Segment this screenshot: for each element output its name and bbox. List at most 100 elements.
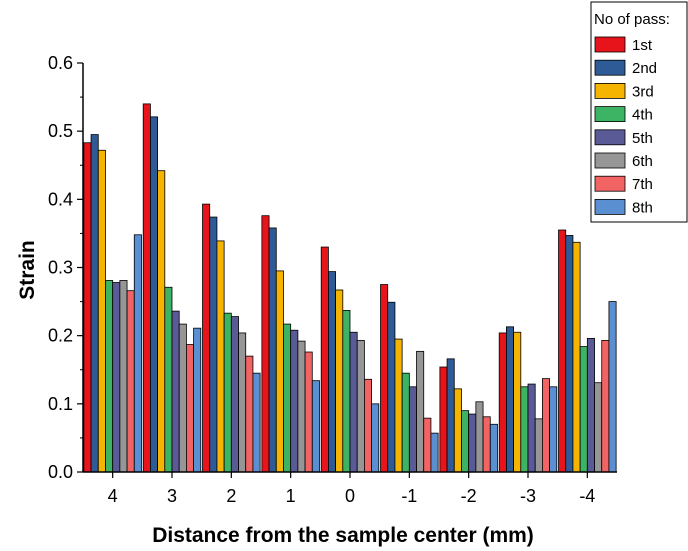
bars-layer <box>83 103 617 473</box>
bar-2nd-at--2 <box>446 358 455 473</box>
legend-swatch-1st <box>594 36 626 53</box>
bar-4th-at-2 <box>223 312 232 473</box>
bar-7th-at-1 <box>304 351 313 473</box>
bar-8th-at--4 <box>608 301 617 473</box>
legend-label-4th: 4th <box>632 107 653 124</box>
bar-5th-at--1 <box>408 386 417 473</box>
bar-1st-at-2 <box>202 203 211 473</box>
bar-4th-at-0 <box>342 310 351 473</box>
bar-1st-at--4 <box>558 229 567 473</box>
y-tick-label-0.3: 0.3 <box>48 258 73 278</box>
bar-5th-at-2 <box>230 316 239 473</box>
bar-8th-at--1 <box>430 432 439 473</box>
bar-1st-at-3 <box>142 103 151 473</box>
bar-6th-at-0 <box>356 340 365 473</box>
x-tick-label-4: 4 <box>108 486 118 506</box>
bar-5th-at-4 <box>112 282 121 473</box>
bar-7th-at-4 <box>126 290 135 473</box>
bar-6th-at--3 <box>534 418 543 473</box>
bar-1st-at--1 <box>380 284 389 473</box>
legend-label-3rd: 3rd <box>632 83 654 100</box>
bar-2nd-at-1 <box>268 227 277 473</box>
legend-label-6th: 6th <box>632 153 653 170</box>
bar-2nd-at-3 <box>149 116 158 473</box>
legend-swatch-5th <box>594 129 626 146</box>
bar-8th-at--2 <box>489 423 498 473</box>
legend-swatch-8th <box>594 198 626 215</box>
bar-7th-at--1 <box>423 417 432 473</box>
y-tick-label-0.2: 0.2 <box>48 326 73 346</box>
bar-5th-at--4 <box>586 337 595 473</box>
bar-7th-at-0 <box>363 378 372 473</box>
bar-1st-at--2 <box>439 366 448 473</box>
bar-7th-at--4 <box>601 340 610 473</box>
bar-7th-at-3 <box>185 344 194 473</box>
bar-3rd-at-2 <box>216 240 225 473</box>
bar-1st-at-4 <box>83 142 92 473</box>
bar-1st-at-1 <box>261 215 270 473</box>
bar-6th-at--1 <box>416 350 425 473</box>
bar-7th-at-2 <box>245 355 254 473</box>
bar-4th-at-1 <box>283 323 292 473</box>
legend: No of pass: 1st 2nd 3rd 4th 5th 6th 7th 8th <box>590 1 688 223</box>
bar-5th-at-0 <box>349 331 358 473</box>
bar-4th-at--4 <box>579 346 588 473</box>
legend-label-2nd: 2nd <box>632 60 657 77</box>
bar-8th-at-0 <box>371 403 380 473</box>
bar-6th-at--2 <box>475 401 484 473</box>
bar-1st-at--3 <box>498 332 507 473</box>
bar-3rd-at--2 <box>453 388 462 473</box>
legend-swatch-6th <box>594 152 626 169</box>
bar-4th-at-4 <box>105 280 114 473</box>
bar-6th-at--4 <box>594 382 603 473</box>
y-tick-label-0.5: 0.5 <box>48 121 73 141</box>
legend-title: No of pass: <box>594 11 670 28</box>
bar-7th-at--2 <box>482 416 491 473</box>
bar-2nd-at--4 <box>565 235 574 473</box>
bar-3rd-at-0 <box>335 289 344 473</box>
bar-6th-at-1 <box>297 340 306 473</box>
bar-4th-at--3 <box>520 386 529 473</box>
legend-swatch-2nd <box>594 59 626 76</box>
y-tick-label-0.1: 0.1 <box>48 394 73 414</box>
bar-6th-at-3 <box>178 323 187 473</box>
bar-6th-at-2 <box>238 332 247 473</box>
bar-4th-at--1 <box>401 372 410 473</box>
x-axis-title: Distance from the sample center (mm) <box>152 524 534 547</box>
bar-3rd-at--3 <box>513 331 522 473</box>
bar-5th-at-3 <box>171 310 180 473</box>
bar-4th-at-3 <box>164 286 173 473</box>
x-tick-label-3: 3 <box>167 486 177 506</box>
bar-2nd-at--1 <box>387 301 396 473</box>
legend-label-7th: 7th <box>632 176 653 193</box>
bar-8th-at-4 <box>133 234 142 473</box>
bar-2nd-at-4 <box>90 134 99 473</box>
bar-5th-at--2 <box>468 413 477 473</box>
bar-5th-at--3 <box>527 383 536 473</box>
bar-3rd-at-4 <box>97 149 106 473</box>
y-axis-title: Strain <box>16 240 39 300</box>
bar-8th-at-3 <box>193 327 202 473</box>
bar-5th-at-1 <box>290 329 299 473</box>
x-tick-label--3: -3 <box>520 486 536 506</box>
axes-layer: 0.0 0.1 0.2 0.3 0.4 0.5 0.6 4 3 2 1 0 -1 -2 -3 -4 <box>48 53 617 506</box>
x-tick-label-1: 1 <box>286 486 296 506</box>
x-tick-label-2: 2 <box>226 486 236 506</box>
legend-label-1st: 1st <box>632 37 653 54</box>
legend-swatch-3rd <box>594 83 626 99</box>
bar-1st-at-0 <box>320 246 329 473</box>
bar-8th-at--3 <box>549 386 558 473</box>
bar-3rd-at--1 <box>394 338 403 473</box>
bar-7th-at--3 <box>542 378 551 473</box>
x-tick-label--4: -4 <box>579 486 595 506</box>
bar-4th-at--2 <box>461 410 470 473</box>
bar-2nd-at-2 <box>209 216 218 473</box>
y-tick-label-0.0: 0.0 <box>48 462 73 482</box>
x-tick-label--1: -1 <box>401 486 417 506</box>
bar-8th-at-2 <box>252 372 261 473</box>
legend-swatch-7th <box>594 175 626 192</box>
legend-label-5th: 5th <box>632 130 653 147</box>
bar-3rd-at--4 <box>572 241 581 473</box>
x-tick-label--2: -2 <box>461 486 477 506</box>
